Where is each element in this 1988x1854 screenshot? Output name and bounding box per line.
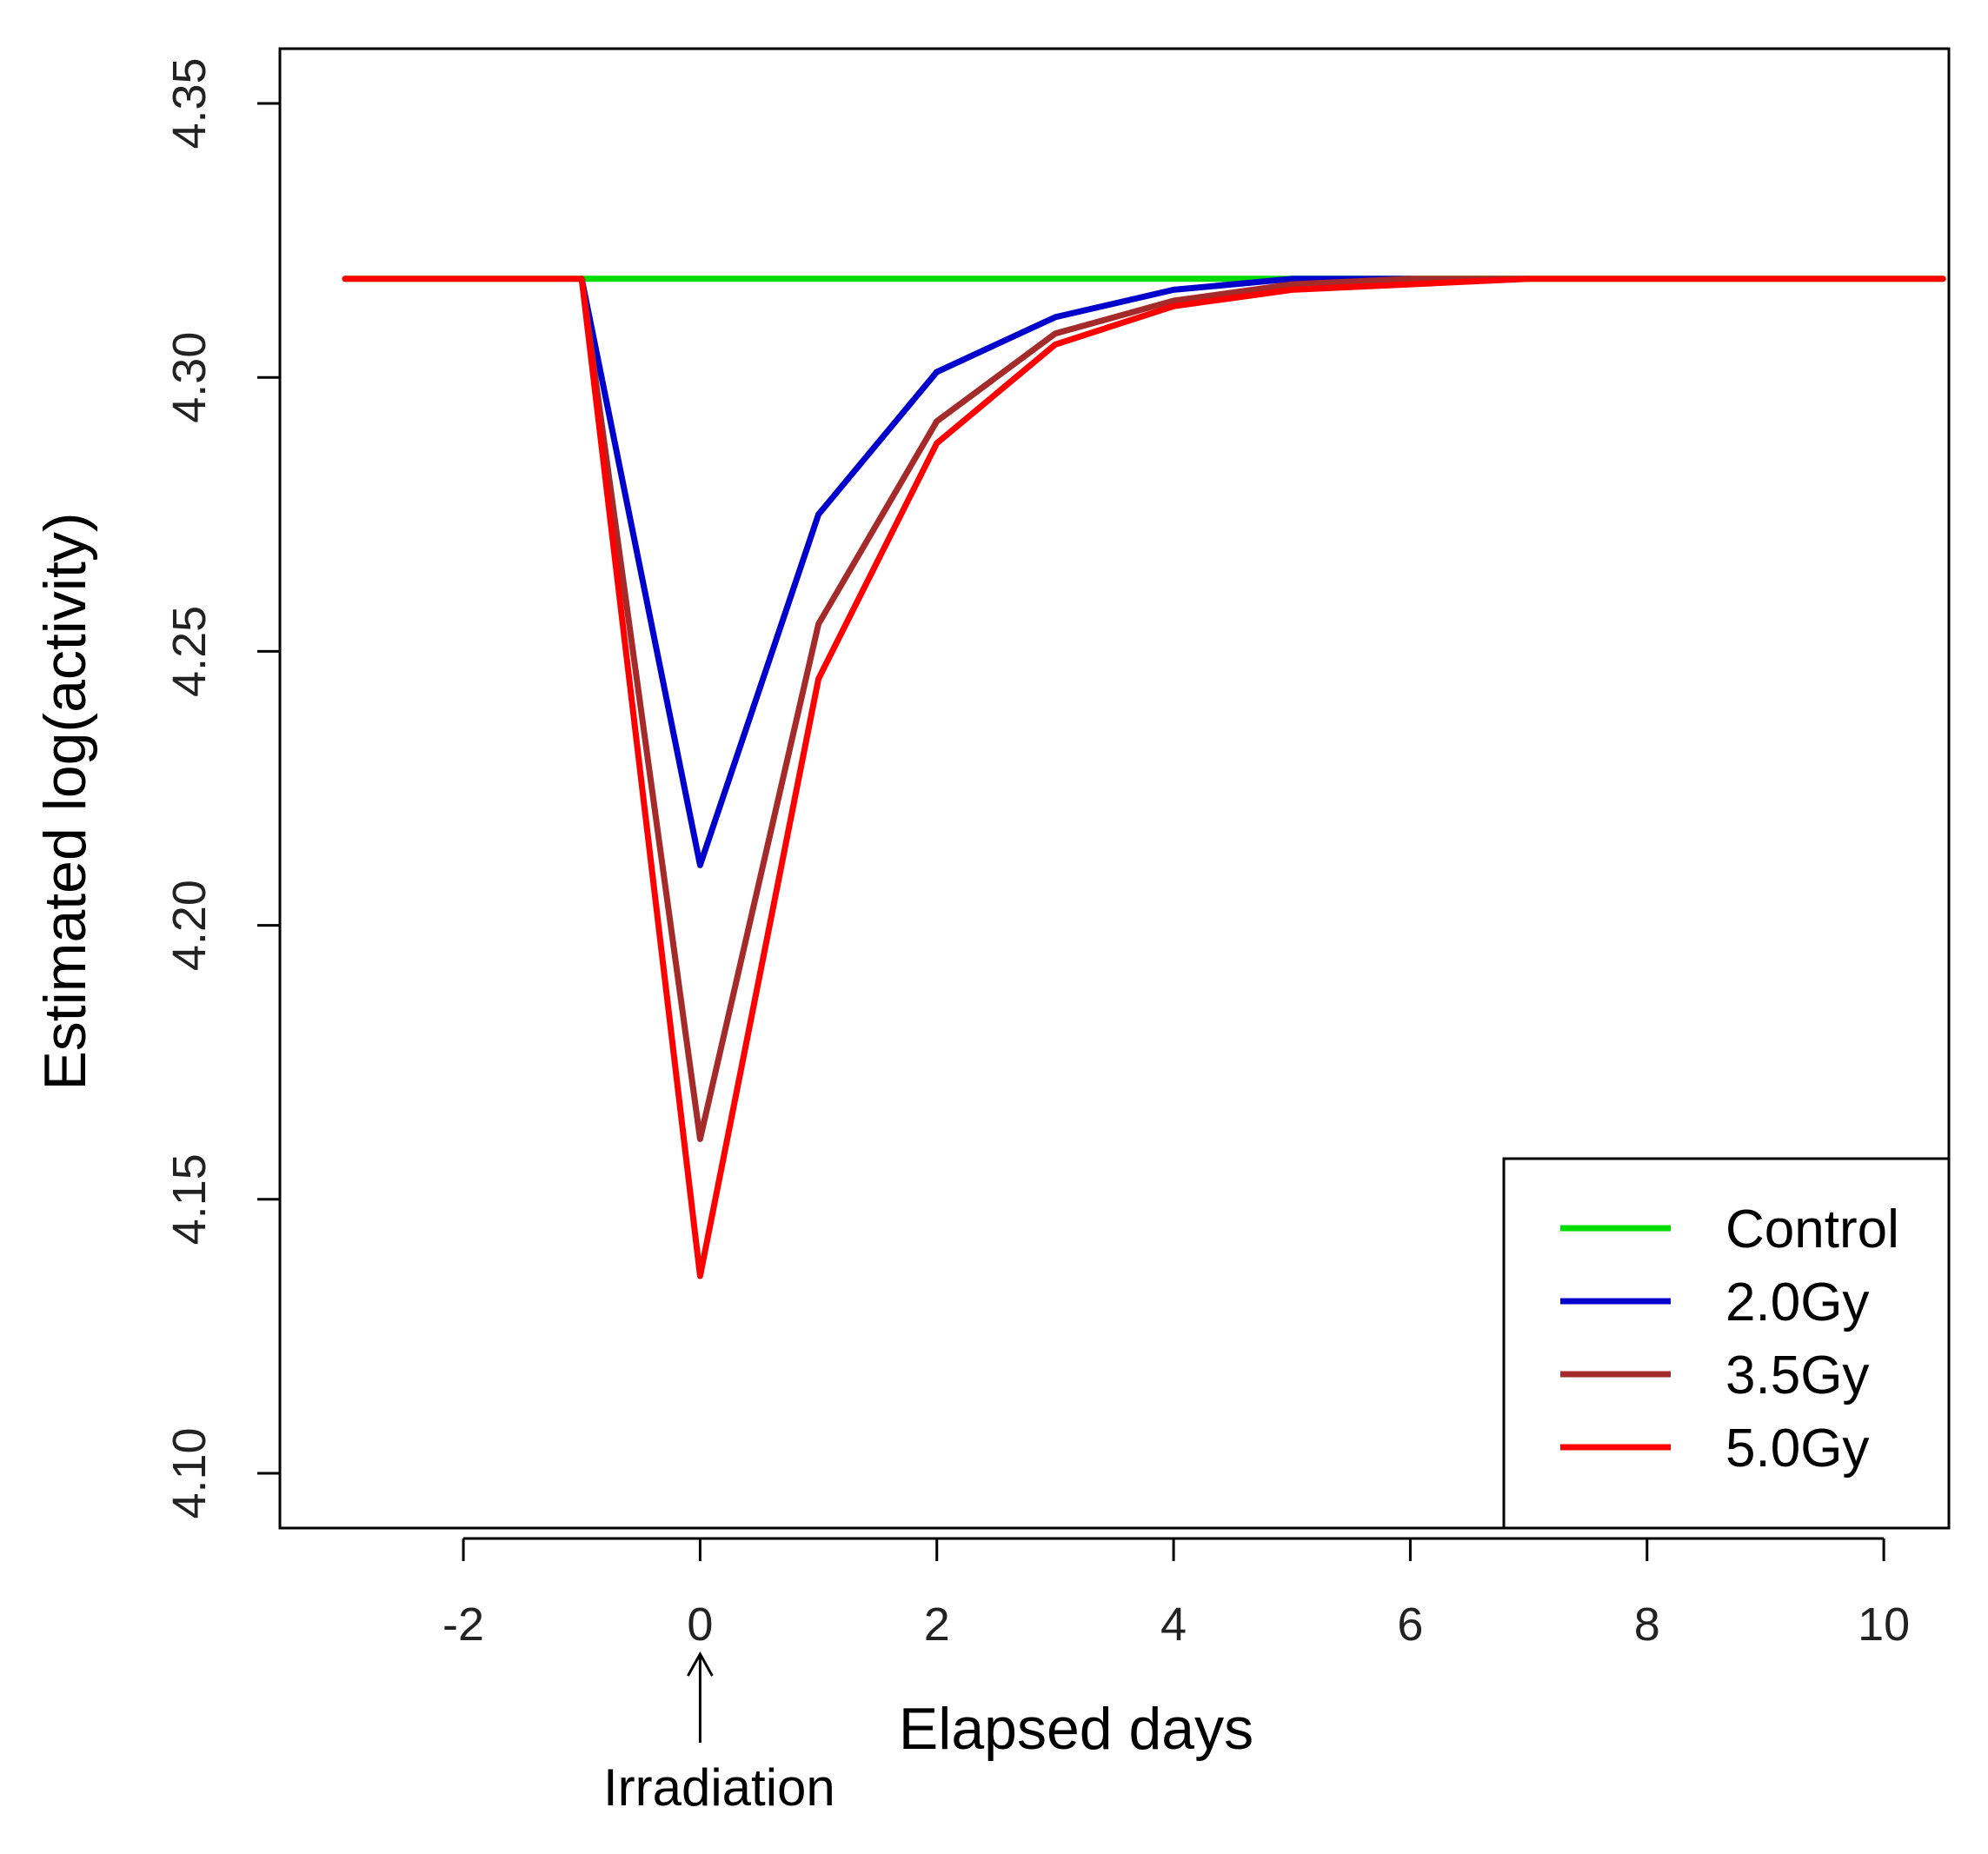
irradiation-label: Irradiation <box>603 1758 835 1817</box>
x-tick-label: 10 <box>1858 1598 1910 1651</box>
legend: Control 2.0Gy 3.5Gy 5.0Gy <box>1502 1157 1951 1530</box>
legend-item: 5.0Gy <box>1560 1419 1869 1479</box>
irradiation-annotation: Irradiation <box>603 1651 835 1817</box>
y-tick-label: 4.25 <box>163 606 216 697</box>
y-tick-label: 4.30 <box>163 332 216 423</box>
legend-label: 5.0Gy <box>1725 1419 1869 1479</box>
y-tick-label: 4.10 <box>163 1427 216 1518</box>
y-axis: 4.10 4.15 4.20 4.25 4.30 4.35 <box>163 57 280 1519</box>
legend-item: 2.0Gy <box>1560 1273 1869 1332</box>
legend-box <box>1502 1157 1951 1530</box>
legend-item: 3.5Gy <box>1560 1346 1869 1405</box>
legend-label: Control <box>1725 1199 1899 1259</box>
x-tick-label: 8 <box>1634 1598 1660 1651</box>
legend-label: 3.5Gy <box>1725 1346 1869 1405</box>
series-line-3-5gy <box>578 276 1533 1142</box>
irradiation-arrow-head <box>687 1651 714 1677</box>
legend-label: 2.0Gy <box>1725 1273 1869 1332</box>
series-layer <box>342 276 1946 1279</box>
series-line-5-0gy <box>342 276 1946 1279</box>
y-tick-label: 4.15 <box>163 1153 216 1245</box>
y-axis-title: Estimated log(activity) <box>32 512 98 1090</box>
x-tick-label: 4 <box>1160 1598 1187 1651</box>
x-tick-label: 2 <box>924 1598 950 1651</box>
plot-frame <box>278 47 1951 1530</box>
y-tick-label: 4.35 <box>163 57 216 149</box>
x-tick-label: -2 <box>442 1598 484 1651</box>
series-line-2-0gy <box>578 276 1413 868</box>
legend-item: Control <box>1560 1199 1899 1259</box>
x-axis: -2 0 2 4 6 8 10 <box>442 1537 1910 1651</box>
y-tick-label: 4.20 <box>163 880 216 971</box>
x-axis-title: Elapsed days <box>899 1696 1253 1762</box>
x-tick-label: 0 <box>687 1598 713 1651</box>
x-tick-label: 6 <box>1397 1598 1423 1651</box>
